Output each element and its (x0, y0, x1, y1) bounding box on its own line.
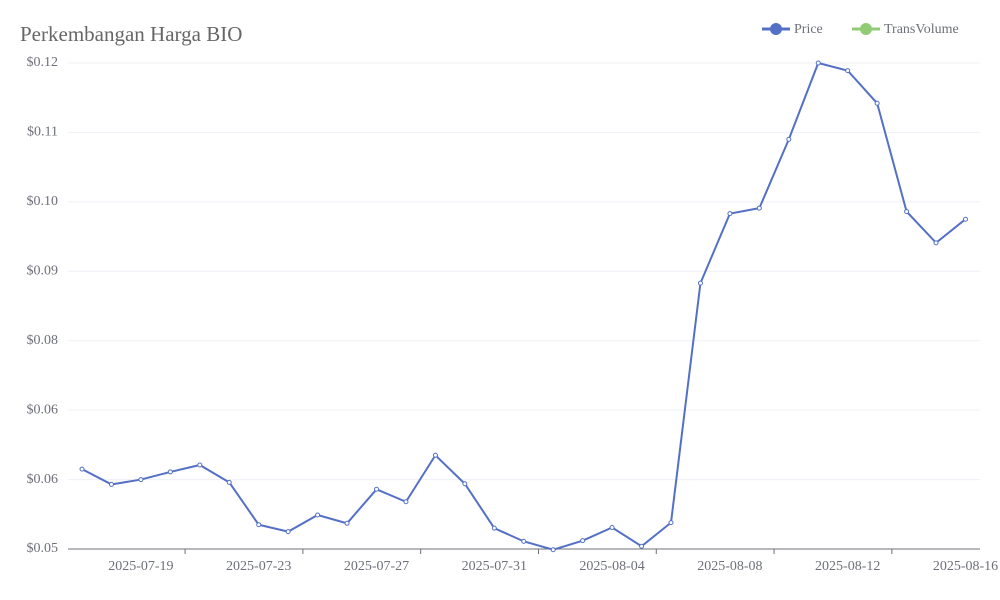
point (374, 486, 379, 492)
y-tick-label: $0.06 (27, 472, 59, 487)
point (668, 520, 674, 526)
x-tick-label: 2025-08-16 (933, 559, 998, 574)
legend-marker (860, 23, 872, 35)
point (756, 205, 762, 211)
point (315, 512, 321, 518)
point (904, 209, 910, 215)
y-tick-label: $0.09 (27, 264, 59, 279)
point (550, 547, 556, 553)
point (197, 462, 203, 468)
point (462, 481, 468, 487)
point (697, 280, 703, 286)
x-tick-label: 2025-07-19 (108, 559, 173, 574)
y-tick-label: $0.08 (27, 333, 59, 348)
point (344, 520, 350, 526)
point (639, 543, 645, 549)
x-tick-label: 2025-08-04 (579, 559, 644, 574)
chart-title: Perkembangan Harga BIO (20, 22, 242, 46)
y-tick-label: $0.05 (27, 541, 59, 556)
y-tick-label: $0.11 (27, 125, 58, 140)
point (786, 136, 792, 142)
y-tick-label: $0.06 (27, 402, 59, 417)
point (108, 481, 114, 487)
price-line (81, 61, 967, 551)
point (226, 479, 232, 485)
point (167, 469, 173, 475)
point (845, 68, 851, 74)
x-tick-label: 2025-07-31 (462, 559, 527, 574)
y-tick-label: $0.12 (27, 55, 59, 70)
legend-label: TransVolume (884, 22, 959, 37)
point (727, 211, 733, 217)
point (609, 524, 615, 530)
point (874, 100, 880, 106)
point (432, 452, 438, 458)
point (138, 477, 144, 483)
point (285, 529, 291, 535)
legend-label: Price (794, 22, 823, 37)
point (491, 525, 497, 531)
x-tick-label: 2025-08-08 (697, 559, 762, 574)
x-tick-label: 2025-07-23 (226, 559, 291, 574)
point (79, 466, 85, 472)
x-tick-label: 2025-07-27 (344, 559, 409, 574)
point (963, 216, 968, 222)
y-tick-label: $0.10 (27, 194, 59, 209)
point (815, 60, 821, 66)
point (933, 240, 939, 246)
point (580, 538, 586, 544)
legend-marker (770, 23, 782, 35)
point (403, 499, 409, 505)
x-tick-label: 2025-08-12 (815, 559, 880, 574)
point (521, 538, 527, 544)
point (256, 522, 262, 528)
